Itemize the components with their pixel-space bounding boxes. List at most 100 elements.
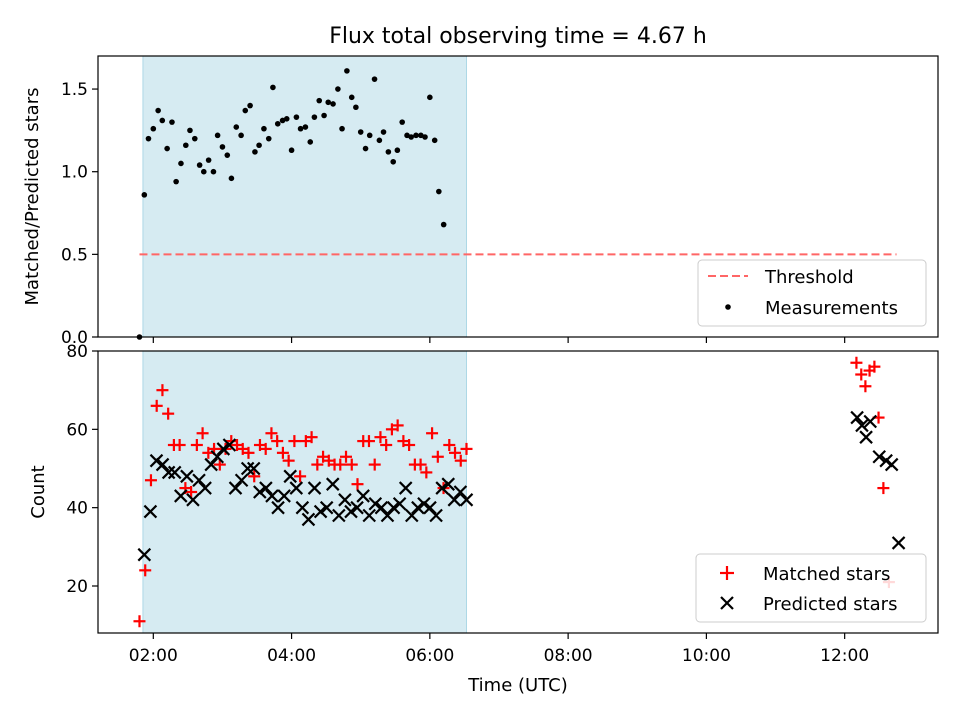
ratio-y-label: Matched/Predicted stars xyxy=(22,88,43,306)
matched-star-marker xyxy=(248,470,261,483)
predicted-star-marker xyxy=(289,481,304,495)
matched-star-marker xyxy=(173,439,186,451)
measurement-point xyxy=(159,117,166,124)
count-legend: Matched stars Predicted stars xyxy=(695,553,927,623)
measurement-point xyxy=(316,97,323,104)
matched-star-marker xyxy=(362,435,375,448)
predicted-star-marker xyxy=(447,493,462,507)
x-tick-label: 06:00 xyxy=(405,646,454,666)
measurement-point xyxy=(394,147,401,154)
measurement-point xyxy=(422,134,428,140)
measurement-point xyxy=(353,104,359,111)
time-x-ticks: 02:00 04:00 06:00 08:00 10:00 12:00 xyxy=(129,633,869,666)
ratio-x-ticks xyxy=(152,337,846,343)
measurement-point xyxy=(427,94,433,101)
measurement-point xyxy=(371,76,378,82)
predicted-star-marker xyxy=(380,508,395,523)
measurement-point xyxy=(376,137,383,144)
measurement-points xyxy=(136,68,447,340)
predicted-star-marker xyxy=(356,489,370,503)
predicted-stars-points xyxy=(137,410,906,562)
x-tick-label: 10:00 xyxy=(682,646,731,666)
count-y-tick-label: 20 xyxy=(66,577,88,597)
measurement-point xyxy=(311,114,318,120)
matched-star-marker xyxy=(185,486,198,498)
measurement-point xyxy=(413,132,419,139)
measurement-point xyxy=(247,102,253,109)
matched-star-marker xyxy=(340,450,353,463)
predicted-star-marker xyxy=(155,457,170,472)
measurement-point xyxy=(274,120,281,127)
predicted-star-marker xyxy=(398,481,413,495)
x-tick-label: 02:00 xyxy=(129,646,178,666)
predicted-star-marker xyxy=(259,481,273,495)
predicted-star-marker xyxy=(855,418,869,433)
measurement-point xyxy=(385,149,392,155)
matched-star-marker xyxy=(259,442,272,455)
matched-star-marker xyxy=(877,482,890,495)
predicted-star-marker xyxy=(872,449,887,464)
ratio-y-tick-label: 1.0 xyxy=(61,163,88,183)
matched-star-marker xyxy=(144,474,157,487)
predicted-star-marker xyxy=(429,508,443,523)
matched-star-marker xyxy=(403,439,416,451)
predicted-star-marker xyxy=(307,481,322,495)
predicted-star-marker xyxy=(392,496,407,511)
measurement-point xyxy=(178,160,184,167)
predicted-star-marker xyxy=(435,481,449,495)
predicted-star-marker xyxy=(240,461,255,476)
count-axes-frame xyxy=(97,350,939,634)
measurement-point xyxy=(330,101,336,107)
measurement-point xyxy=(155,107,161,114)
predicted-star-marker xyxy=(149,453,164,468)
x-tick-label: 04:00 xyxy=(267,646,316,666)
predicted-star-marker xyxy=(386,500,401,515)
count-y-tick-label: 60 xyxy=(66,420,88,440)
ratio-legend: Threshold Measurements xyxy=(697,259,927,327)
predicted-star-marker xyxy=(459,493,474,507)
measurement-point xyxy=(307,139,314,145)
legend-measurement-label: Measurements xyxy=(765,298,898,319)
measurement-point xyxy=(169,119,175,125)
predicted-star-marker xyxy=(174,489,188,503)
legend-predicted-label: Predicted stars xyxy=(763,594,897,615)
predicted-star-marker xyxy=(253,485,267,499)
measurement-point xyxy=(145,135,152,142)
predicted-star-marker xyxy=(167,465,182,480)
predicted-star-marker xyxy=(180,469,194,484)
measurement-point xyxy=(196,162,203,168)
legend-matched-swatch xyxy=(720,566,734,580)
measurement-point xyxy=(187,127,193,134)
matched-star-marker xyxy=(850,356,863,369)
matched-star-marker xyxy=(414,458,427,471)
measurement-point xyxy=(265,135,272,142)
predicted-star-marker xyxy=(198,481,212,495)
matched-star-marker xyxy=(156,384,169,397)
measurement-point xyxy=(302,124,309,130)
ratio-y-tick-label: 0.5 xyxy=(61,245,88,265)
measurement-point xyxy=(344,68,350,74)
measurement-point xyxy=(150,125,157,132)
measurement-point xyxy=(164,145,170,152)
matched-star-marker xyxy=(305,431,318,444)
predicted-star-marker xyxy=(859,430,873,444)
measurement-point xyxy=(191,135,198,142)
predicted-star-marker xyxy=(344,504,358,519)
matched-star-marker xyxy=(276,446,289,459)
predicted-star-marker xyxy=(891,536,906,550)
measurement-point xyxy=(366,132,373,139)
matched-star-marker xyxy=(431,450,444,463)
matched-star-marker xyxy=(443,439,456,451)
matched-star-marker xyxy=(190,439,203,451)
time-x-label: Time (UTC) xyxy=(467,675,568,696)
measurement-point xyxy=(214,132,221,139)
predicted-star-marker xyxy=(405,508,419,523)
predicted-star-marker xyxy=(411,500,425,515)
matched-star-marker xyxy=(380,439,393,451)
legend-matched-label: Matched stars xyxy=(763,564,890,585)
measurement-point xyxy=(200,168,207,175)
legend-predicted-swatch xyxy=(720,596,734,610)
matched-star-marker xyxy=(242,446,255,459)
legend-measurement-swatch xyxy=(725,304,731,310)
